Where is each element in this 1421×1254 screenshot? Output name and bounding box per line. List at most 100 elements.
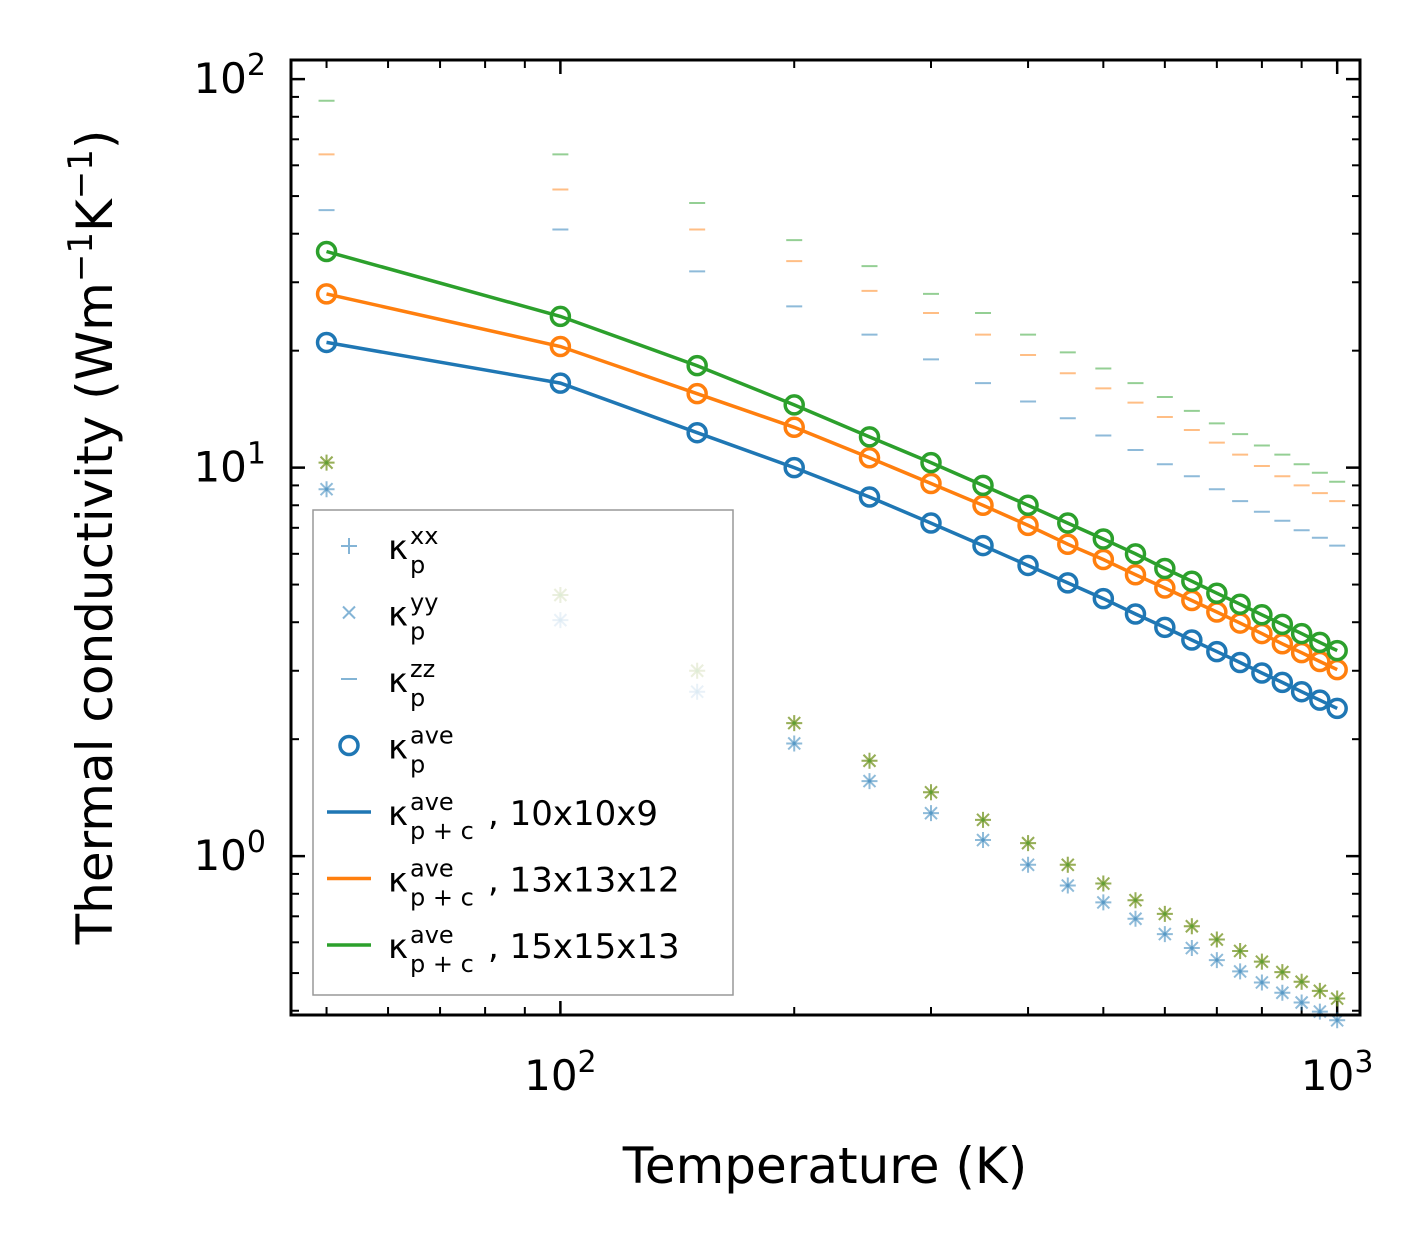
y-tick-label: 100 (193, 825, 266, 880)
legend-marker-circle (338, 734, 360, 757)
kyy-point-10x10x9 (1096, 895, 1111, 910)
kave-point-13x13x12 (1017, 514, 1039, 537)
legend-marker-plus (341, 538, 357, 554)
kave-point-15x15x13 (1017, 494, 1039, 517)
kave-point-10x10x9 (1309, 689, 1331, 711)
kyy-point-10x10x9 (787, 736, 801, 751)
legend-kappa: κ (388, 728, 408, 768)
kyy-point-10x10x9 (976, 833, 990, 847)
kyy-point-15x15x13 (1255, 954, 1269, 969)
kave-point-10x10x9 (1206, 640, 1228, 663)
kave-point-13x13x12 (1124, 563, 1147, 586)
legend-sup: ave (410, 788, 454, 816)
legend-kappa: κ (388, 528, 408, 568)
kave-point-15x15x13 (1092, 528, 1115, 550)
kyy-point-15x15x13 (1158, 907, 1172, 921)
legend-entry-label: κ xxp (388, 522, 438, 579)
kave-point-15x15x13 (1326, 639, 1348, 662)
y-tick-label: 101 (193, 437, 266, 492)
kave-point-10x10x9 (783, 456, 805, 479)
kave-point-15x15x13 (858, 426, 881, 448)
legend-sup: yy (410, 589, 438, 617)
kave-point-10x10x9 (1154, 616, 1176, 639)
kave-point-13x13x12 (858, 447, 881, 469)
kyy-point-15x15x13 (1096, 876, 1111, 891)
kyy-point-10x10x9 (1210, 953, 1224, 967)
kyy-point-15x15x13 (1330, 991, 1344, 1006)
kave-point-10x10x9 (972, 534, 994, 557)
kave-point-10x10x9 (1017, 554, 1039, 577)
legend-kappa: κ (388, 794, 408, 834)
kave-point-15x15x13 (1251, 604, 1273, 626)
kyy-point-15x15x13 (1275, 965, 1290, 979)
kave-point-10x10x9 (920, 512, 942, 534)
legend-entry-label: κ zzp (388, 655, 435, 712)
kave-point-13x13x12 (783, 416, 805, 439)
kyy-point-15x15x13 (1210, 932, 1224, 947)
kave-line-15x15x13 (326, 249, 1338, 653)
kyy-point-15x15x13 (1294, 975, 1309, 989)
kyy-point-10x10x9 (1294, 995, 1309, 1010)
kyy-point-10x10x9 (1233, 964, 1247, 979)
kave-point-15x15x13 (549, 305, 572, 328)
kave-point-15x15x13 (1309, 631, 1331, 654)
legend-suffix: , 15x15x13 (488, 927, 680, 967)
x-tick-label: 102 (524, 1045, 597, 1100)
kave-line-13x13x12 (326, 292, 1338, 672)
kyy-point-10x10x9 (1255, 975, 1269, 990)
kyy-point-10x10x9 (862, 774, 877, 788)
kave-point-13x13x12 (972, 494, 994, 517)
legend-kappa: κ (388, 927, 408, 967)
kave-point-13x13x12 (315, 283, 338, 305)
legend-sub: p (410, 551, 425, 579)
tick-labels: 102 103 100 101 102 (193, 48, 1373, 1100)
legend-kappa: κ (388, 595, 408, 635)
kave-point-10x10x9 (1251, 662, 1273, 684)
kave-point-13x13x12 (1057, 533, 1079, 555)
legend-sub: p (410, 751, 425, 779)
kave-point-13x13x12 (686, 382, 708, 405)
kyy-point-10x10x9 (319, 482, 334, 496)
legend-sub: p + c (410, 817, 474, 845)
kave-point-15x15x13 (783, 394, 805, 416)
legend-sup: zz (410, 655, 435, 683)
kyy-point-10x10x9 (1158, 927, 1172, 941)
kyy-point-15x15x13 (924, 785, 938, 799)
legend-kappa: κ (388, 861, 408, 901)
kave-point-10x10x9 (315, 331, 338, 354)
kyy-point-10x10x9 (1185, 941, 1199, 955)
kyy-point-15x15x13 (1185, 919, 1199, 933)
kave-point-10x10x9 (1092, 587, 1115, 610)
kave-point-15x15x13 (686, 354, 708, 377)
kave-point-10x10x9 (1271, 671, 1294, 694)
kave-point-15x15x13 (1124, 543, 1147, 565)
kyy-point-10x10x9 (1061, 878, 1075, 893)
kave-point-15x15x13 (1271, 613, 1294, 636)
plot-frame (289, 58, 1362, 1017)
kave-point-10x10x9 (1326, 697, 1348, 720)
kyy-point-10x10x9 (924, 806, 938, 820)
x-axis-label: Temperature (K) (622, 1137, 1027, 1195)
legend-kappa: κ (388, 661, 408, 701)
kave-point-15x15x13 (920, 451, 942, 474)
legend-sub: p + c (410, 884, 474, 912)
kyy-point-15x15x13 (862, 754, 877, 768)
kave-point-15x15x13 (1206, 582, 1228, 604)
kyy-point-15x15x13 (1021, 836, 1035, 850)
kave-point-13x13x12 (549, 335, 572, 358)
kyy-point-10x10x9 (1128, 912, 1143, 926)
kave-point-10x10x9 (1290, 680, 1313, 703)
legend-sub: p + c (410, 950, 474, 978)
legend-sup: ave (410, 722, 454, 750)
x-tick-label: 103 (1301, 1045, 1374, 1100)
legend-sub: p (410, 618, 425, 646)
data-layer (315, 99, 1348, 1029)
legend-sup: ave (410, 855, 454, 883)
kyy-point-10x10x9 (1275, 986, 1290, 1000)
y-tick-label: 102 (193, 48, 266, 103)
